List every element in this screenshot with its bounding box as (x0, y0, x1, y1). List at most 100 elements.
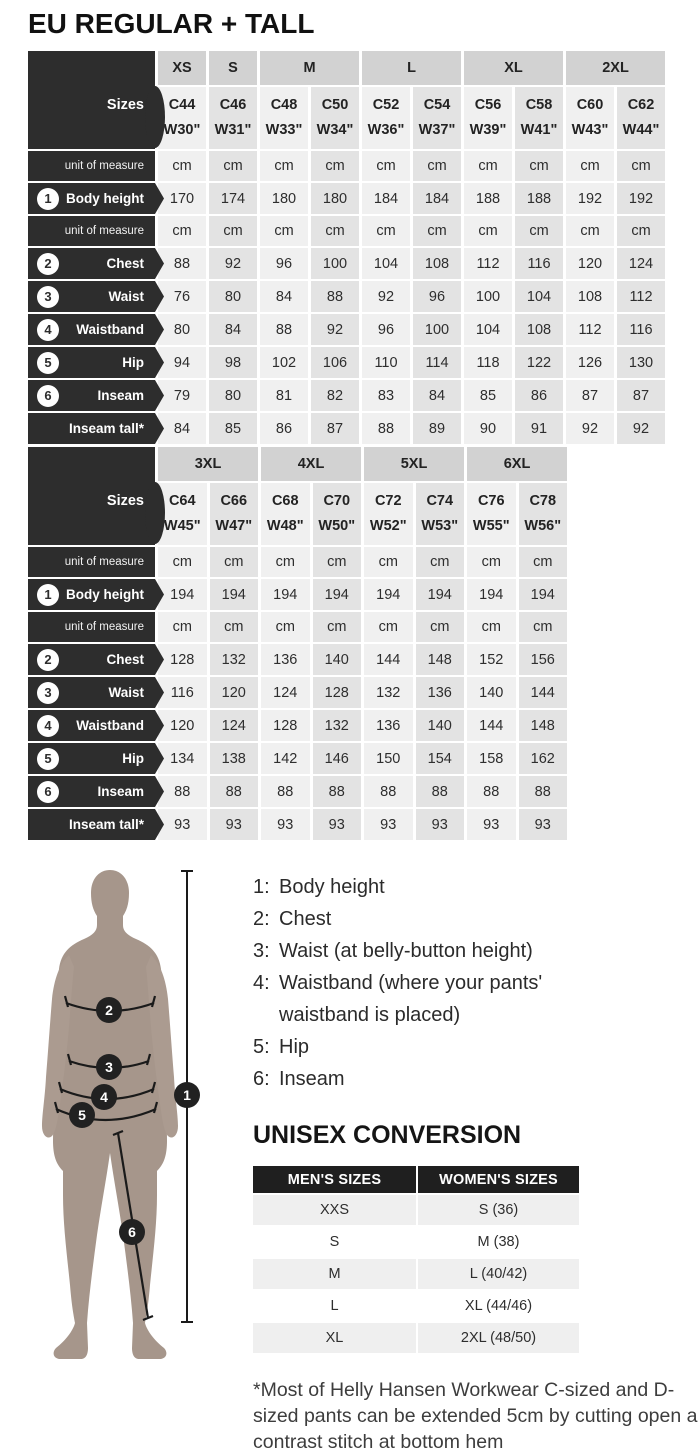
value-cell: 88 (158, 776, 207, 807)
conversion-title: UNISEX CONVERSION (253, 1121, 522, 1149)
value-cell: 112 (617, 281, 665, 312)
c-size: C64 (168, 493, 196, 509)
c-size: C70 (323, 493, 351, 509)
value-cell: 93 (518, 809, 567, 840)
value-cell: 170 (158, 183, 206, 214)
marker-4: 4 (91, 1084, 117, 1110)
size-group-header: 3XL (158, 447, 258, 481)
row-number-badge: 5 (37, 351, 59, 374)
conversion-mens-cell: XL (253, 1323, 416, 1353)
unit-cell: cm (467, 612, 516, 642)
value-cell: 194 (312, 579, 361, 610)
w-size: W48" (266, 517, 304, 534)
size-group-header: XS (158, 51, 206, 85)
value-cell: 148 (518, 710, 567, 741)
unit-cell: cm (617, 216, 665, 246)
value-cell: 80 (209, 380, 257, 411)
value-cell: 76 (158, 281, 206, 312)
value-cell: 194 (158, 579, 207, 610)
legend-number: 1: (253, 876, 270, 898)
value-cell: 93 (209, 809, 258, 840)
unit-cell: cm (515, 151, 563, 181)
value-cell: 85 (209, 413, 257, 444)
w-size: W50" (318, 517, 356, 534)
value-cell: 124 (261, 677, 310, 708)
unit-of-measure-label: unit of measure (28, 547, 155, 577)
value-cell: 92 (209, 248, 257, 279)
conversion-mens-cell: XXS (253, 1195, 416, 1225)
conversion-header-cell: WOMEN'S SIZES (418, 1166, 579, 1193)
measure-row-label: Inseam 6 (28, 776, 155, 807)
w-size: W55" (472, 517, 510, 534)
c-size: C72 (374, 493, 402, 509)
value-cell: 122 (515, 347, 563, 378)
c-size: C52 (372, 97, 400, 113)
unit-cell: cm (617, 151, 665, 181)
value-cell: 96 (260, 248, 308, 279)
value-cell: 136 (364, 710, 413, 741)
legend-number: 5: (253, 1036, 270, 1058)
value-cell: 192 (566, 183, 614, 214)
row-number-badge: 6 (37, 384, 59, 407)
legend-item: 1: Body height (253, 871, 598, 903)
value-cell: 108 (566, 281, 614, 312)
value-cell: 180 (311, 183, 359, 214)
value-cell: 126 (566, 347, 614, 378)
value-cell: 104 (515, 281, 563, 312)
unit-cell: cm (158, 216, 206, 246)
w-size: W45" (163, 517, 201, 534)
value-cell: 87 (311, 413, 359, 444)
value-cell: 92 (617, 413, 665, 444)
value-cell: 90 (464, 413, 512, 444)
value-cell: 116 (158, 677, 207, 708)
value-cell: 174 (209, 183, 257, 214)
value-cell: 108 (413, 248, 461, 279)
value-cell: 144 (467, 710, 516, 741)
measure-row-label: Inseam tall* (28, 809, 155, 840)
unit-cell: cm (518, 612, 567, 642)
value-cell: 124 (617, 248, 665, 279)
size-group-header: L (362, 51, 461, 85)
hip-arc (55, 1107, 157, 1122)
legend-number: 3: (253, 940, 270, 962)
value-cell: 194 (209, 579, 258, 610)
row-number-badge: 2 (37, 648, 59, 671)
value-cell: 120 (158, 710, 207, 741)
measure-row-label: Body height 1 (28, 579, 155, 610)
unit-cell: cm (261, 547, 310, 577)
value-cell: 180 (260, 183, 308, 214)
c-size: C50 (321, 97, 349, 113)
value-cell: 124 (209, 710, 258, 741)
marker-3-label: 3 (105, 1059, 113, 1075)
value-cell: 96 (413, 281, 461, 312)
measure-row-label: Waist 3 (28, 281, 155, 312)
value-cell: 81 (260, 380, 308, 411)
w-size: W36" (367, 121, 405, 138)
value-cell: 128 (261, 710, 310, 741)
size-c-w-cell: C62 W44" (617, 87, 665, 149)
value-cell: 140 (467, 677, 516, 708)
w-size: W33" (265, 121, 303, 138)
c-size: C44 (168, 97, 196, 113)
marker-5: 5 (69, 1102, 95, 1128)
value-cell: 194 (467, 579, 516, 610)
legend-item: 3: Waist (at belly-button height) (253, 935, 598, 967)
unit-cell: cm (464, 151, 512, 181)
conversion-womens-cell: L (40/42) (418, 1259, 579, 1289)
value-cell: 116 (515, 248, 563, 279)
w-size: W30" (163, 121, 201, 138)
legend-number: 6: (253, 1068, 270, 1090)
value-cell: 136 (415, 677, 464, 708)
value-cell: 106 (311, 347, 359, 378)
value-cell: 88 (467, 776, 516, 807)
value-cell: 156 (518, 644, 567, 675)
value-cell: 93 (312, 809, 361, 840)
value-cell: 88 (261, 776, 310, 807)
value-cell: 88 (362, 413, 410, 444)
unit-cell: cm (158, 151, 206, 181)
value-cell: 80 (158, 314, 206, 345)
value-cell: 194 (518, 579, 567, 610)
unit-cell: cm (364, 547, 413, 577)
body-figure-svg: 1 2 3 4 5 (42, 870, 200, 1359)
size-c-w-cell: C58 W41" (515, 87, 563, 149)
